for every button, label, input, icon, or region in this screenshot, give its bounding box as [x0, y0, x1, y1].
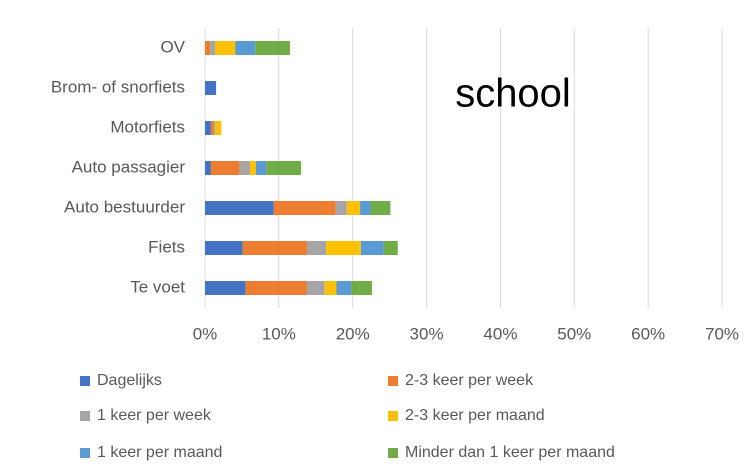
bar-segment [335, 201, 347, 215]
bar-segment [255, 41, 290, 55]
bar-segment [205, 121, 211, 135]
x-tick-label: 0% [193, 324, 218, 343]
legend-label: 2-3 keer per maand [405, 407, 545, 424]
x-tick-label: 10% [262, 324, 296, 343]
legend-swatch [80, 448, 90, 458]
legend-swatch [388, 376, 398, 386]
y-tick-label: Brom- of snorfiets [51, 77, 185, 96]
x-tick-label: 50% [557, 324, 591, 343]
bar-segment [326, 241, 361, 255]
bar-segment [205, 201, 274, 215]
bar-segment [360, 201, 371, 215]
bar-segment [383, 241, 398, 255]
bar-segment [242, 241, 307, 255]
bar-segment [239, 161, 251, 175]
bar-segment [306, 281, 325, 295]
bar-segment [360, 241, 384, 255]
bar-segment [245, 281, 307, 295]
x-tick-label: 20% [336, 324, 370, 343]
y-tick-label: OV [160, 37, 185, 56]
y-tick-label: Te voet [130, 277, 185, 296]
legend-swatch [80, 376, 90, 386]
bar-segment [215, 121, 222, 135]
legend-swatch [80, 411, 90, 421]
x-tick-label: 60% [631, 324, 665, 343]
legend-label: Minder dan 1 keer per maand [405, 444, 615, 461]
bar-segment [346, 201, 361, 215]
grid [204, 28, 723, 308]
bar-segment [250, 161, 256, 175]
annotation: school [455, 72, 571, 116]
bar-segment [210, 121, 214, 135]
y-tick-label: Auto passagier [72, 157, 186, 176]
bar-segment [205, 241, 243, 255]
bar-segment [210, 161, 240, 175]
bar-segment [306, 241, 327, 255]
legend-label: Dagelijks [97, 372, 162, 389]
y-tick-label: Motorfiets [110, 117, 185, 136]
bar-segment [210, 41, 216, 55]
legend-label: 1 keer per maand [97, 444, 222, 461]
legend-swatch [388, 411, 398, 421]
legend-label: 2-3 keer per week [405, 372, 534, 389]
bar-segment [336, 281, 352, 295]
bar-segment [205, 41, 211, 55]
bar-segment [273, 201, 336, 215]
x-tick-label: 30% [410, 324, 444, 343]
bar-segment [266, 161, 302, 175]
bar-segment [205, 281, 246, 295]
bar-segment [205, 161, 211, 175]
legend-swatch [388, 448, 398, 458]
bar-segment [351, 281, 372, 295]
legend-label: 1 keer per week [97, 407, 212, 424]
y-tick-label: Auto bestuurder [64, 197, 185, 216]
bar-segment [213, 121, 216, 135]
bar-segment [255, 161, 267, 175]
y-tick-label: Fiets [148, 237, 185, 256]
x-tick-label: 40% [483, 324, 517, 343]
bar-segment [370, 201, 391, 215]
bar-segment [324, 281, 337, 295]
bar-segment [235, 41, 256, 55]
x-tick-label: 70% [705, 324, 739, 343]
bar-segment [215, 41, 236, 55]
bar-segment [205, 81, 217, 95]
